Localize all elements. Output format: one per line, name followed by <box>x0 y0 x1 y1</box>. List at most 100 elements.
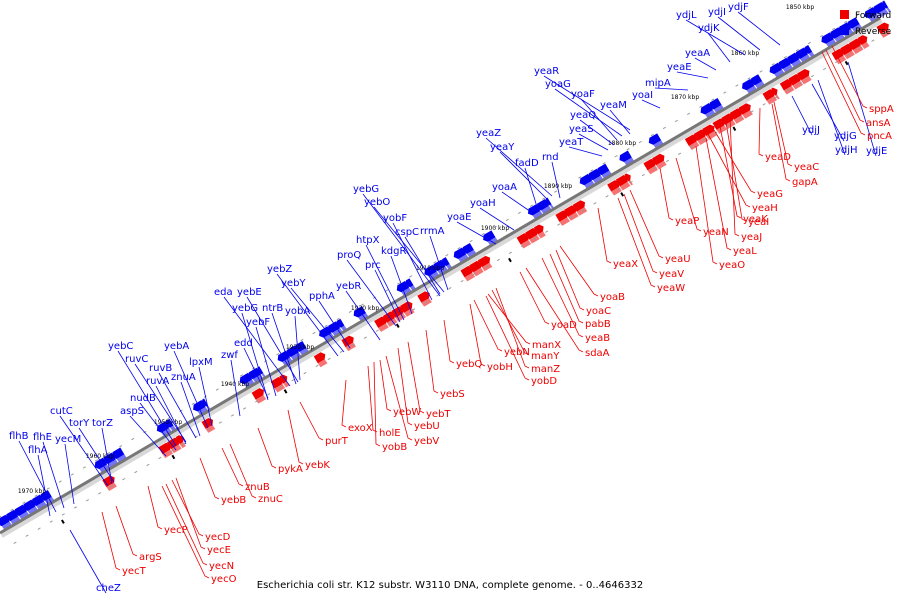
gene-block-shadow <box>746 85 758 95</box>
forward-leader-line <box>831 45 868 109</box>
scale-dash <box>182 442 186 445</box>
forward-leader-line <box>407 341 425 414</box>
forward-leader-line <box>287 409 304 465</box>
scale-dash <box>557 223 561 226</box>
scale-dash <box>288 345 292 349</box>
gene-block-shadow <box>706 131 717 140</box>
scale-dash <box>569 216 573 219</box>
forward-leader-line <box>559 245 599 297</box>
gene-block-shadow <box>378 323 389 332</box>
reverse-leader-line <box>365 244 405 321</box>
scale-dash <box>481 232 485 236</box>
tick-label: 1950 kbp <box>154 419 182 426</box>
forward-gene-label: yecD <box>205 532 231 543</box>
legend-reverse-swatch <box>840 26 849 35</box>
reverse-leader-line <box>817 79 846 156</box>
reverse-leader-line <box>485 137 553 197</box>
forward-gene-label: sdaA <box>585 348 610 359</box>
forward-gene-label: yebB <box>221 495 246 506</box>
reverse-leader-line <box>241 312 269 401</box>
reverse-gene-label: ydjI <box>708 7 726 18</box>
gene-block-shadow <box>323 333 335 342</box>
forward-leader-line <box>495 287 530 369</box>
scale-dash <box>469 239 473 243</box>
gene-block-shadow <box>601 170 613 180</box>
scale-dash <box>505 218 509 222</box>
gene-block-shadow <box>755 81 765 90</box>
gene-block-shadow <box>541 205 552 215</box>
reverse-gene-label: pphA <box>309 291 335 302</box>
forward-gene-label: yebK <box>305 460 330 471</box>
forward-gene-block <box>840 43 853 56</box>
reverse-leader-line <box>707 32 731 63</box>
forward-gene-label: yeaG <box>757 189 783 200</box>
reverse-gene-label: ydjE <box>866 146 887 157</box>
reverse-leader-line <box>139 402 177 451</box>
gene-block-shadow <box>653 140 664 149</box>
forward-leader-line <box>473 299 503 352</box>
reverse-gene-label: yoaI <box>632 90 653 101</box>
tick-label: 1880 kbp <box>608 140 636 147</box>
reverse-leader-line <box>42 441 65 509</box>
gene-block-shadow <box>99 464 110 474</box>
forward-leader-line <box>373 361 381 447</box>
gene-block-shadow <box>713 104 725 114</box>
reverse-gene-label: yebG <box>353 184 379 195</box>
gene-block-shadow <box>332 328 343 337</box>
reverse-leader-line <box>501 191 535 215</box>
scale-dash <box>605 195 609 198</box>
scale-dash <box>315 364 319 368</box>
reverse-gene-label: flhB <box>9 431 29 442</box>
scale-dash <box>678 152 682 156</box>
forward-leader-line <box>165 483 208 566</box>
reverse-leader-line <box>737 11 781 46</box>
reverse-gene-block <box>441 257 450 267</box>
forward-gene-label: gapA <box>792 177 818 188</box>
reverse-gene-label: yebY <box>281 278 306 289</box>
forward-gene-block <box>652 153 665 166</box>
scale-dash <box>581 209 585 212</box>
scale-dash <box>774 96 778 99</box>
legend-forward-label: Forward <box>855 11 891 21</box>
reverse-gene-label: yeaR <box>534 66 559 77</box>
scale-dash <box>856 13 860 17</box>
reverse-gene-label: edd <box>234 338 253 349</box>
reverse-leader-line <box>155 385 187 445</box>
reverse-leader-line <box>117 350 177 447</box>
scale-dash <box>545 230 549 233</box>
label-leader-lines <box>18 11 877 594</box>
scale-dash <box>868 6 872 9</box>
reverse-gene-label: yeaE <box>667 62 692 73</box>
reverse-gene-label: flhA <box>28 445 48 456</box>
scale-dash <box>412 308 416 311</box>
scale-dash <box>339 350 343 354</box>
reverse-leader-line <box>223 296 291 387</box>
gene-block-shadow <box>244 379 255 389</box>
reverse-gene-block <box>201 398 209 407</box>
gene-block-shadow <box>473 267 484 277</box>
reverse-leader-line <box>578 133 609 151</box>
scale-dash <box>445 254 449 257</box>
reverse-leader-line <box>64 443 75 505</box>
gene-block-shadow <box>592 175 604 185</box>
forward-gene-label: purT <box>325 436 349 447</box>
gene-block-shadow <box>851 24 863 33</box>
reverse-gene-label: mipA <box>645 78 671 89</box>
forward-leader-line <box>487 293 531 345</box>
reverse-gene-block <box>165 418 174 428</box>
reverse-leader-line <box>694 57 717 71</box>
reverse-leader-line <box>543 75 631 131</box>
tick-label: 1890 kbp <box>544 183 572 190</box>
reverse-gene-label: prc <box>365 260 381 271</box>
reverse-leader-line <box>78 427 115 483</box>
forward-leader-line <box>773 101 793 167</box>
scale-dash <box>690 145 694 148</box>
reverse-leader-line <box>499 151 549 201</box>
legend: Forward Reverse <box>840 10 892 37</box>
legend-reverse-label: Reverse <box>855 27 892 37</box>
reverse-leader-line <box>101 427 113 485</box>
major-tick <box>620 192 625 197</box>
gene-block-shadow <box>282 357 293 367</box>
forward-gene-label: yeaV <box>659 269 684 280</box>
forward-leader-line <box>707 133 751 208</box>
